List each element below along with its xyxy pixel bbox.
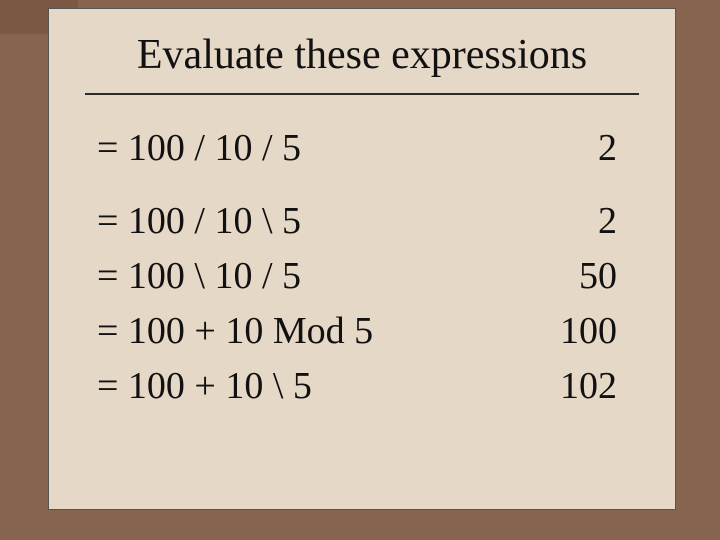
expression-row: = 100 + 10 Mod 5 100 — [97, 304, 617, 359]
expressions-list: = 100 / 10 / 5 2 = 100 / 10 \ 5 2 = 100 … — [49, 95, 675, 414]
expression-text: = 100 \ 10 / 5 — [97, 249, 301, 304]
slide-panel: Evaluate these expressions = 100 / 10 / … — [48, 8, 676, 510]
answer-text: 2 — [527, 121, 617, 176]
expression-text: = 100 / 10 \ 5 — [97, 194, 301, 249]
answer-text: 102 — [527, 359, 617, 414]
answer-text: 2 — [527, 194, 617, 249]
expression-row: = 100 + 10 \ 5 102 — [97, 359, 617, 414]
expression-text: = 100 + 10 Mod 5 — [97, 304, 373, 359]
slide-title: Evaluate these expressions — [49, 9, 675, 79]
expression-text: = 100 / 10 / 5 — [97, 121, 301, 176]
expression-row: = 100 \ 10 / 5 50 — [97, 249, 617, 304]
expression-row: = 100 / 10 \ 5 2 — [97, 194, 617, 249]
answer-text: 50 — [527, 249, 617, 304]
expression-row: = 100 / 10 / 5 2 — [97, 121, 617, 176]
expression-text: = 100 + 10 \ 5 — [97, 359, 312, 414]
answer-text: 100 — [527, 304, 617, 359]
